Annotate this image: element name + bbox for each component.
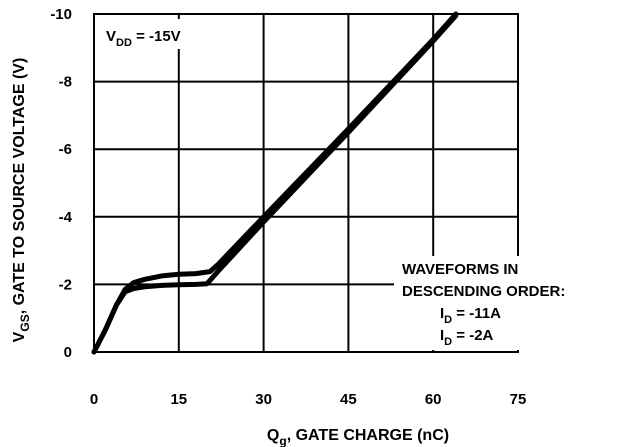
y-tick-labels: 0 -2 -4 -6 -8 -10 xyxy=(50,6,72,361)
condition-rest: = -15V xyxy=(132,28,181,45)
x-tick-labels: 0 15 30 45 60 75 xyxy=(90,391,527,408)
x-axis-title-sub: g xyxy=(279,434,286,447)
x-axis-title-main: Q xyxy=(267,427,279,444)
x-tick-label-0: 0 xyxy=(90,391,98,408)
condition-sub: DD xyxy=(116,37,132,49)
y-tick-label-5: -10 xyxy=(50,6,72,23)
annotation-background xyxy=(394,256,616,350)
x-tick-label-4: 60 xyxy=(425,391,442,408)
x-tick-label-5: 75 xyxy=(510,391,527,408)
y-axis-title-sub: GS xyxy=(18,314,32,331)
plot-frame xyxy=(93,13,519,353)
y-tick-label-1: -2 xyxy=(59,276,72,293)
annotation-item-1-main: I xyxy=(440,305,444,322)
annotation-item-2: ID = -2A xyxy=(440,327,494,348)
y-tick-label-0: 0 xyxy=(64,344,72,361)
condition-main: V xyxy=(106,28,116,45)
condition-label-background xyxy=(100,19,200,49)
x-tick-label-2: 30 xyxy=(255,391,272,408)
annotation-item-1: ID = -11A xyxy=(440,305,501,326)
series-group xyxy=(91,11,459,355)
annotation-line-1: WAVEFORMS IN xyxy=(402,261,518,278)
y-tick-label-4: -8 xyxy=(59,74,72,91)
annotation-line-2: DESCENDING ORDER: xyxy=(402,283,565,300)
y-tick-label-3: -6 xyxy=(59,141,72,158)
annotation-item-1-sub: D xyxy=(444,314,452,326)
annotation-item-2-main: I xyxy=(440,327,444,344)
y-axis-title: VGS, GATE TO SOURCE VOLTAGE (V) xyxy=(11,58,32,343)
x-axis-title-rest: , GATE CHARGE (nC) xyxy=(287,427,449,444)
y-axis-title-main: V xyxy=(11,331,28,342)
annotation-item-2-rest: = -2A xyxy=(452,327,493,344)
x-tick-label-1: 15 xyxy=(170,391,187,408)
x-axis-title: Qg, GATE CHARGE (nC) xyxy=(267,427,449,447)
x-tick-label-3: 45 xyxy=(340,391,357,408)
y-axis-title-rest: , GATE TO SOURCE VOLTAGE (V) xyxy=(11,58,28,315)
series-line-1 xyxy=(91,13,459,355)
grid xyxy=(94,14,518,352)
y-tick-label-2: -4 xyxy=(59,209,73,226)
annotation-item-1-rest: = -11A xyxy=(452,305,501,322)
condition-label: VDD = -15V xyxy=(106,28,181,49)
annotation-item-2-sub: D xyxy=(444,336,452,348)
